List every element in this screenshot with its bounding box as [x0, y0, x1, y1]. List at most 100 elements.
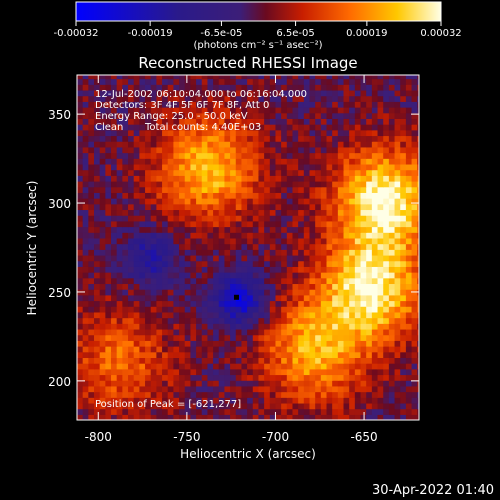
image-cell: [400, 75, 407, 80]
image-cell: [145, 340, 152, 347]
image-cell: [360, 306, 367, 313]
image-cell: [326, 152, 333, 159]
image-cell: [383, 249, 390, 256]
image-cell: [405, 414, 413, 420]
image-cell: [332, 351, 339, 358]
image-cell: [417, 323, 419, 330]
image-cell: [99, 203, 106, 211]
image-cell: [150, 203, 157, 211]
image-cell: [258, 107, 265, 114]
image-cell: [343, 266, 350, 273]
image-cell: [156, 89, 163, 97]
image-cell: [122, 306, 129, 313]
image-cell: [394, 226, 401, 233]
image-cell: [128, 260, 135, 267]
image-cell: [252, 340, 260, 347]
image-cell: [394, 237, 401, 245]
image-cell: [411, 323, 418, 330]
image-cell: [179, 351, 186, 358]
image-cell: [269, 357, 277, 364]
image-cell: [111, 357, 118, 364]
image-cell: [111, 346, 118, 353]
image-cell: [128, 402, 135, 410]
image-cell: [241, 380, 248, 387]
image-cell: [360, 402, 367, 410]
image-cell: [167, 175, 174, 182]
image-cell: [298, 129, 305, 137]
image-cell: [292, 141, 299, 148]
image-cell: [320, 357, 328, 364]
image-cell: [315, 146, 322, 154]
image-cell: [116, 363, 123, 370]
image-cell: [162, 192, 169, 199]
image-cell: [292, 374, 299, 381]
image-cell: [128, 124, 135, 131]
image-cell: [99, 397, 106, 404]
image-cell: [411, 180, 418, 188]
image-cell: [173, 374, 180, 381]
image-cell: [156, 328, 163, 336]
image-cell: [286, 84, 294, 91]
image-cell: [179, 75, 186, 80]
image-cell: [156, 169, 163, 176]
image-cell: [235, 340, 243, 347]
image-cell: [292, 146, 299, 154]
image-cell: [258, 237, 265, 245]
image-cell: [286, 237, 294, 245]
image-cell: [400, 203, 407, 211]
image-cell: [366, 141, 373, 148]
image-cell: [326, 368, 333, 376]
image-cell: [241, 163, 248, 171]
image-cell: [173, 232, 180, 239]
image-cell: [411, 243, 418, 250]
image-cell: [275, 306, 282, 313]
image-cell: [417, 118, 419, 125]
image-cell: [258, 351, 265, 358]
image-cell: [99, 254, 106, 262]
image-cell: [252, 107, 260, 114]
image-cell: [326, 283, 333, 290]
image-cell: [162, 78, 169, 85]
image-cell: [388, 272, 396, 279]
image-cell: [349, 75, 356, 80]
image-cell: [258, 294, 265, 302]
image-cell: [218, 107, 226, 114]
image-cell: [366, 129, 373, 137]
image-cell: [326, 158, 333, 165]
image-cell: [252, 311, 260, 319]
image-cell: [417, 169, 419, 176]
image-cell: [417, 414, 419, 420]
image-cell: [167, 146, 174, 154]
image-cell: [383, 374, 390, 381]
image-cell: [218, 129, 226, 137]
image-cell: [99, 75, 106, 80]
image-cell: [94, 283, 101, 290]
image-cell: [264, 323, 271, 330]
image-cell: [275, 192, 282, 199]
image-cell: [388, 75, 396, 80]
image-cell: [337, 260, 345, 267]
image-cell: [190, 95, 197, 102]
image-cell: [281, 84, 288, 91]
image-cell: [224, 289, 231, 296]
image-cell: [190, 334, 197, 341]
image-cell: [179, 95, 186, 102]
image-cell: [400, 334, 407, 341]
image-cell: [383, 152, 390, 159]
image-cell: [298, 107, 305, 114]
image-cell: [377, 135, 384, 142]
image-cell: [139, 266, 146, 273]
image-cell: [400, 283, 407, 290]
image-cell: [349, 277, 356, 285]
image-cell: [139, 175, 146, 182]
image-cell: [383, 294, 390, 302]
image-cell: [196, 346, 203, 353]
image-cell: [400, 249, 407, 256]
image-cell: [417, 294, 419, 302]
image-cell: [371, 84, 379, 91]
image-cell: [111, 380, 118, 387]
image-cell: [366, 294, 373, 302]
image-cell: [179, 368, 186, 376]
image-cell: [116, 414, 123, 420]
image-cell: [82, 232, 89, 239]
